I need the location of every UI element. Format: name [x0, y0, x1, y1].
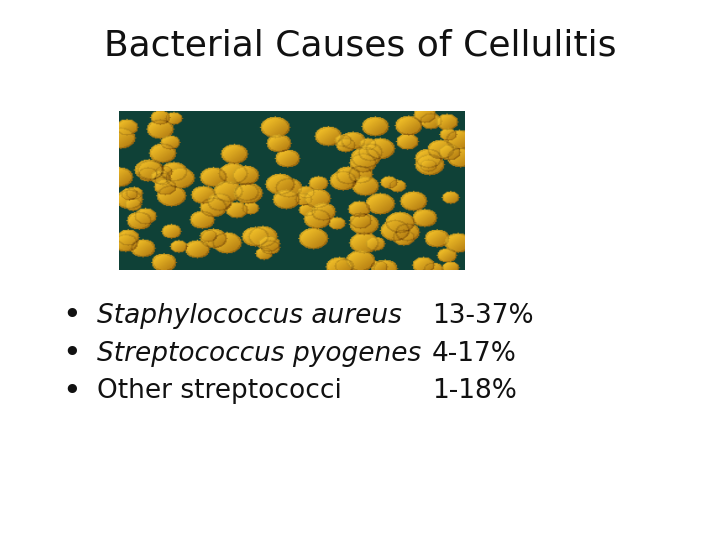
Text: 13-37%: 13-37%: [432, 303, 534, 329]
Text: •: •: [63, 376, 81, 407]
Text: Streptococcus pyogenes: Streptococcus pyogenes: [97, 341, 421, 367]
Text: Bacterial Causes of Cellulitis: Bacterial Causes of Cellulitis: [104, 29, 616, 63]
Text: 4-17%: 4-17%: [432, 341, 517, 367]
Text: Staphylococcus aureus: Staphylococcus aureus: [97, 303, 402, 329]
Text: •: •: [63, 338, 81, 369]
Text: Other streptococci: Other streptococci: [97, 379, 342, 404]
Text: •: •: [63, 300, 81, 332]
Text: 1-18%: 1-18%: [432, 379, 517, 404]
